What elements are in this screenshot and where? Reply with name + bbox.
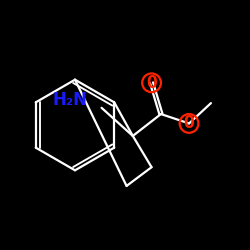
- Text: O: O: [184, 114, 194, 132]
- Text: H₂N: H₂N: [52, 91, 88, 109]
- Text: O: O: [146, 74, 157, 92]
